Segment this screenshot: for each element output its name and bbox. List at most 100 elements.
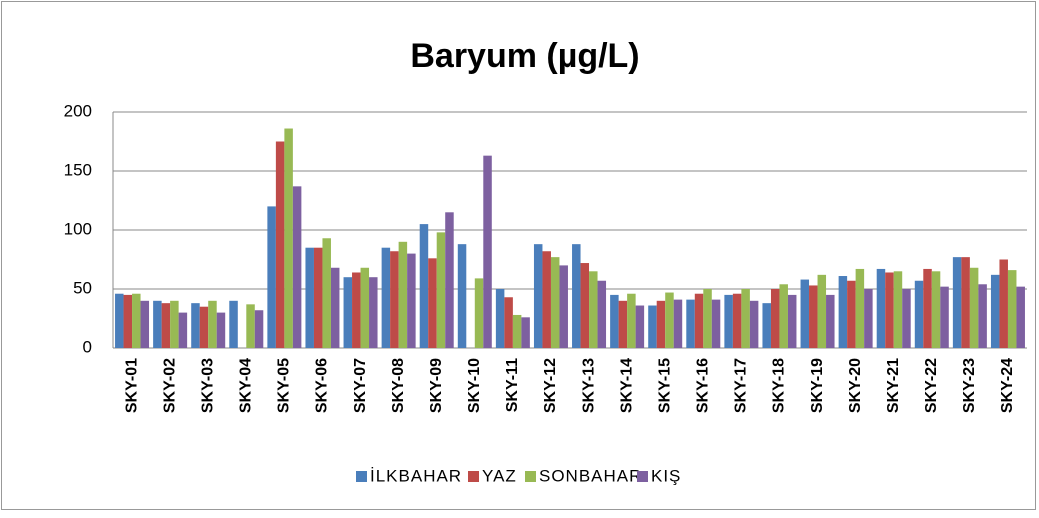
y-tick-label: 0 — [83, 337, 92, 356]
legend-label: KIŞ — [651, 466, 681, 485]
y-tick-label: 50 — [73, 278, 92, 297]
bar — [305, 247, 314, 348]
x-tick-label: SKY-14 — [618, 358, 635, 413]
x-tick-label: SKY-03 — [199, 358, 216, 413]
legend-swatch — [356, 471, 367, 482]
y-tick-label: 150 — [64, 160, 92, 179]
bar — [381, 247, 391, 348]
legend-label: SONBAHAR — [539, 466, 642, 485]
y-tick-label: 200 — [64, 101, 92, 120]
bar — [1007, 270, 1017, 348]
bar — [711, 299, 721, 348]
bar — [132, 293, 141, 348]
bar — [572, 244, 581, 348]
bar — [800, 279, 810, 348]
bar — [990, 274, 1000, 348]
bar — [749, 300, 759, 348]
bar — [419, 224, 429, 348]
x-tick-label: SKY-10 — [466, 358, 483, 413]
x-tick-label: SKY-16 — [695, 358, 712, 413]
x-tick-label: SKY-22 — [923, 358, 940, 413]
bar — [931, 271, 941, 348]
bar — [809, 285, 818, 348]
bar — [474, 278, 484, 348]
x-tick-label: SKY-19 — [809, 358, 826, 413]
bar — [161, 303, 171, 348]
bar — [838, 276, 848, 348]
x-tick-label: SKY-13 — [580, 358, 597, 413]
bar — [115, 293, 124, 348]
bar — [864, 289, 873, 348]
bar — [254, 310, 264, 348]
bar — [694, 293, 704, 348]
bar — [686, 299, 695, 348]
x-tick-label: SKY-12 — [542, 358, 559, 413]
bar — [940, 286, 949, 348]
bar — [732, 293, 742, 348]
bar — [817, 274, 827, 348]
bar — [952, 257, 962, 348]
bar — [876, 268, 886, 348]
bar — [999, 259, 1008, 348]
bar — [390, 251, 399, 348]
bar — [407, 253, 416, 348]
bar — [428, 258, 437, 348]
x-tick-label: SKY-07 — [352, 358, 369, 413]
x-tick-label: SKY-08 — [390, 358, 407, 413]
bar — [770, 289, 780, 348]
legend-swatch — [637, 471, 648, 482]
bar — [618, 300, 628, 348]
bar — [923, 268, 932, 348]
y-tick-label: 100 — [64, 219, 92, 238]
bar — [703, 289, 712, 348]
bar — [123, 294, 133, 348]
bar — [589, 271, 598, 348]
bar — [369, 277, 378, 348]
bar — [597, 280, 607, 348]
bar — [246, 304, 255, 348]
bar — [457, 244, 467, 348]
bar — [1016, 286, 1025, 348]
bar — [504, 297, 513, 348]
bar — [330, 267, 340, 348]
x-tick-label: SKY-15 — [656, 358, 673, 413]
bar — [208, 300, 217, 348]
x-tick-label: SKY-01 — [123, 358, 140, 413]
bar — [656, 300, 666, 348]
bar — [826, 294, 835, 348]
bar — [275, 141, 285, 348]
bar — [969, 267, 979, 348]
bar — [140, 300, 150, 348]
bar — [521, 317, 530, 348]
x-tick-label: SKY-05 — [276, 358, 293, 413]
bar — [398, 241, 408, 348]
bar — [580, 263, 590, 348]
bar — [787, 294, 797, 348]
bar — [284, 128, 293, 348]
bar — [512, 314, 522, 348]
bar — [267, 206, 276, 348]
bar — [648, 305, 657, 348]
bar — [559, 265, 568, 348]
bar — [153, 300, 162, 348]
x-tick-label: SKY-24 — [999, 358, 1016, 413]
x-tick-label: SKY-20 — [847, 358, 864, 413]
bar — [961, 257, 970, 348]
x-tick-label: SKY-18 — [771, 358, 788, 413]
bar — [292, 186, 302, 348]
bar — [542, 251, 551, 348]
bar — [847, 280, 856, 348]
bar — [779, 284, 788, 348]
bar — [322, 238, 331, 348]
bar — [191, 303, 200, 348]
bar — [665, 292, 674, 348]
bar — [495, 289, 505, 348]
x-tick-label: SKY-09 — [428, 358, 445, 413]
bar — [635, 305, 645, 348]
bar — [360, 267, 370, 348]
bar — [724, 294, 733, 348]
bar — [741, 289, 750, 348]
bar — [902, 289, 911, 348]
bar — [313, 247, 323, 348]
